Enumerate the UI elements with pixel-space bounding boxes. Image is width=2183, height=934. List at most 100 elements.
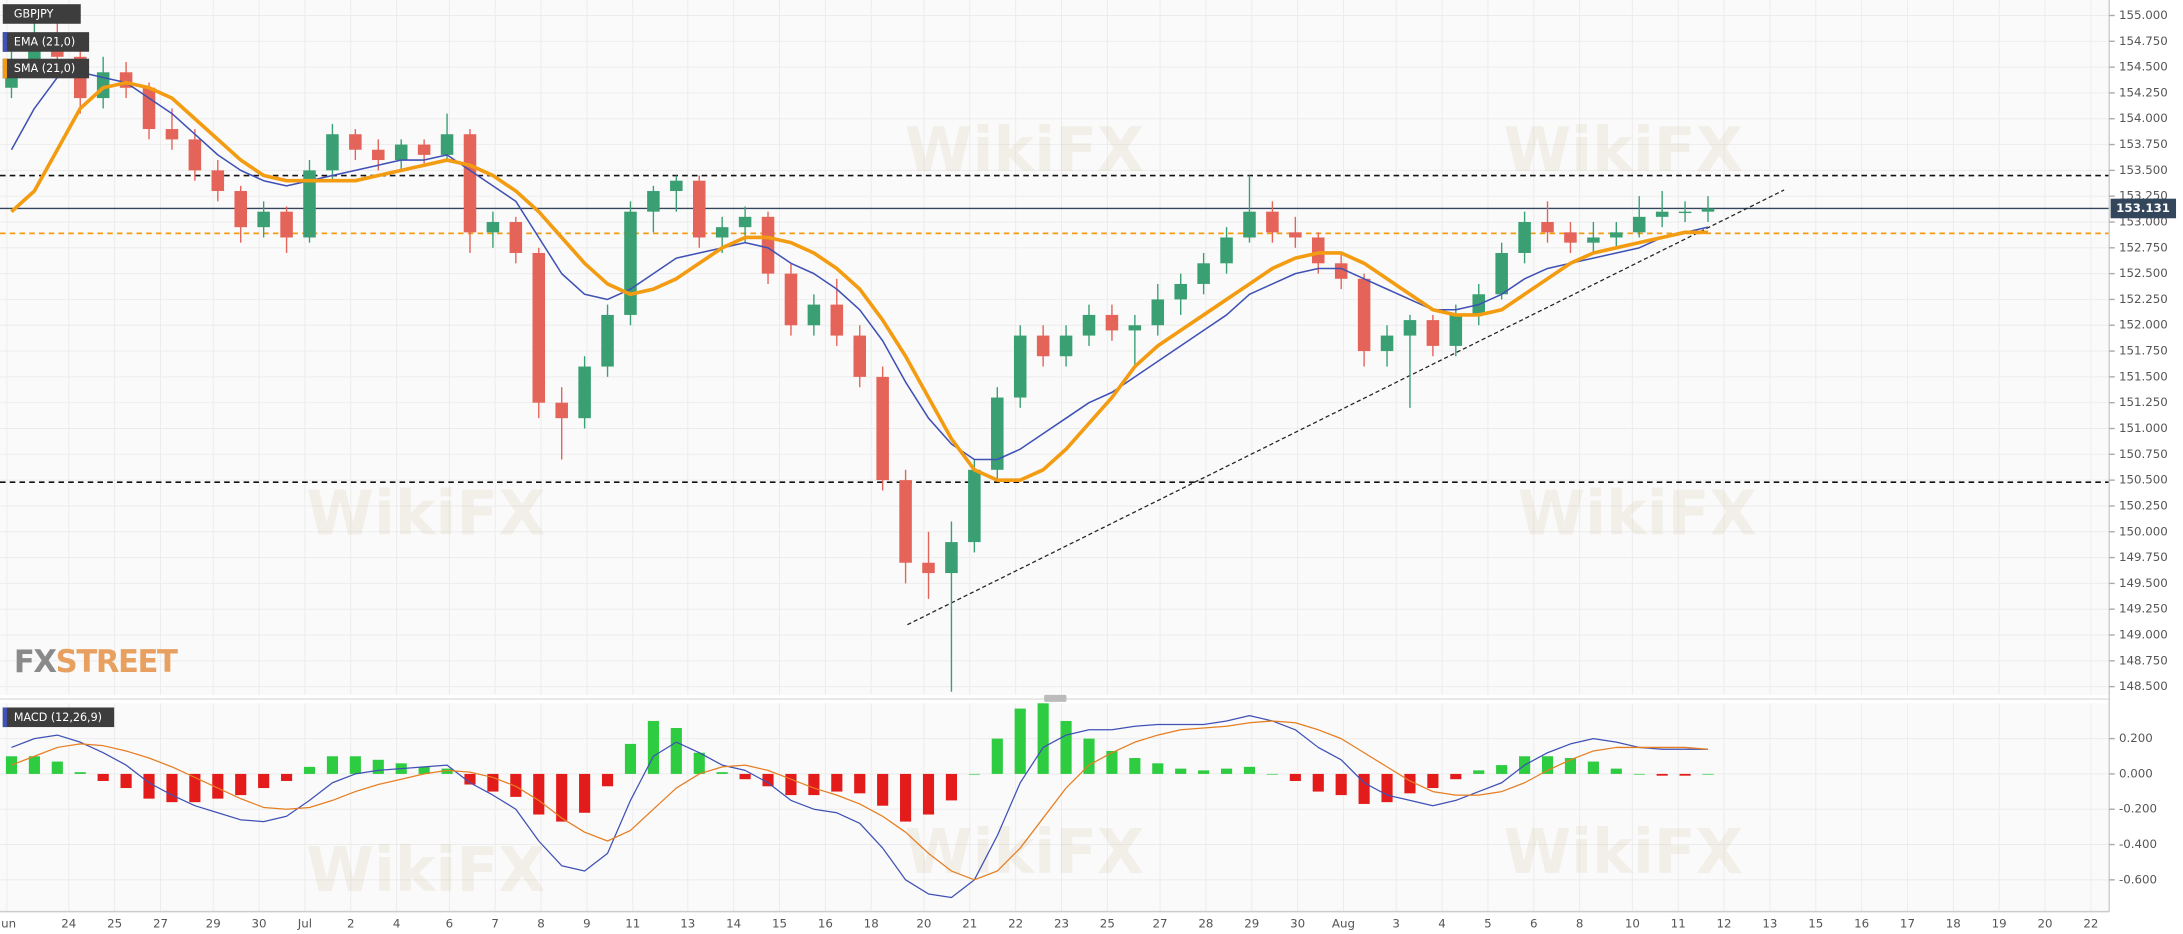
macd-bar: [854, 773, 866, 794]
watermark: WikiFX: [1504, 817, 1743, 888]
x-tick-label: 15: [1808, 917, 1823, 931]
x-tick-label: 22: [2083, 917, 2098, 931]
legend-swatch: [2, 58, 7, 79]
macd-bar: [464, 773, 476, 785]
candle-body: [1678, 211, 1692, 214]
macd-bar: [1358, 773, 1370, 804]
legend-box: [2, 58, 90, 79]
candle-body: [761, 216, 775, 274]
macd-bar: [1014, 708, 1026, 774]
x-tick-label: 29: [206, 917, 221, 931]
macd-bar: [900, 773, 912, 822]
logo-street: STREET: [56, 644, 178, 679]
macd-bar: [1106, 750, 1118, 774]
macd-bar: [670, 728, 682, 774]
candle-body: [784, 273, 798, 326]
candle-body: [853, 335, 866, 377]
plot: [0, 15, 2110, 899]
x-tick-label: 7: [491, 917, 499, 931]
macd-bar: [418, 766, 430, 774]
x-tick-label: 10: [1625, 917, 1640, 931]
macd-bar: [785, 773, 797, 796]
macd-panel: [0, 703, 2110, 912]
x-tick-label: 30: [252, 917, 267, 931]
resize-handle[interactable]: [1044, 694, 1067, 702]
candle-body: [968, 469, 981, 543]
macd-bar: [762, 773, 774, 787]
candle-body: [922, 562, 935, 574]
macd-bar: [716, 772, 728, 774]
macd-bar: [1243, 766, 1256, 774]
candle-body: [1495, 252, 1508, 295]
candle-body: [440, 134, 454, 155]
x-tick-label: 30: [1290, 917, 1305, 931]
macd-bar: [968, 773, 980, 775]
macd-bar: [349, 756, 361, 774]
x-tick-label: 4: [1438, 917, 1446, 931]
macd-bar: [1633, 773, 1645, 775]
macd-bar: [601, 773, 614, 787]
macd-bar: [510, 773, 522, 797]
macd-bar: [693, 752, 705, 774]
symbol: GBPJPY: [14, 8, 54, 21]
candle-body: [1610, 232, 1623, 238]
candle-body: [601, 314, 614, 367]
watermark: WikiFX: [905, 115, 1144, 186]
macd-label: MACD (12,26,9): [14, 711, 102, 724]
candle-body: [1059, 335, 1073, 357]
macd-bar: [1060, 720, 1072, 774]
candle-body: [1564, 232, 1577, 243]
indicator-line: [10, 80, 1709, 482]
candle-body: [1220, 237, 1233, 264]
macd-bar: [1564, 758, 1577, 774]
macd-bar: [1541, 756, 1554, 774]
candle-body: [257, 211, 270, 228]
y-tick-label: 155.000: [2119, 8, 2168, 22]
macd-bar: [1129, 758, 1141, 774]
macd-bar: [1335, 773, 1347, 796]
x-tick-label: 11: [1671, 917, 1686, 931]
trendline: [907, 189, 1785, 626]
macd-bar: [1679, 773, 1691, 776]
x-tick-label: 20: [2037, 917, 2052, 931]
x-tick-label: 3: [1392, 917, 1400, 931]
logo-fx: FX: [14, 644, 57, 679]
macd-bar: [945, 773, 958, 801]
candle-body: [1266, 211, 1279, 233]
macd-bar: [97, 773, 109, 781]
y-tick-label: 0.000: [2119, 766, 2153, 780]
candle-body: [303, 170, 316, 238]
macd-bar: [166, 773, 178, 803]
macd-bar: [1289, 773, 1301, 781]
x-tick-label: Jun: [0, 917, 16, 931]
macd-bar: [1152, 763, 1164, 774]
y-tick-label: 149.250: [2119, 602, 2168, 616]
macd-bar: [441, 768, 453, 774]
y-tick-label: 152.500: [2119, 266, 2168, 280]
candle-body: [555, 402, 568, 419]
y-tick-label: 148.750: [2119, 653, 2168, 667]
candle-body: [1701, 208, 1715, 212]
candle-body: [807, 304, 821, 326]
candle-body: [1426, 320, 1440, 346]
watermark: WikiFX: [1504, 115, 1743, 186]
candle-body: [899, 480, 912, 563]
x-tick-label: 14: [726, 917, 741, 931]
candle-body: [692, 180, 706, 238]
y-tick-label: 149.000: [2119, 628, 2168, 642]
x-tick-label: Jul: [297, 917, 312, 931]
x-tick-label: 21: [962, 917, 977, 931]
macd-bar: [487, 773, 499, 792]
x-tick-label: 27: [1153, 917, 1168, 931]
watermark: WikiFX: [905, 817, 1144, 888]
x-tick-label: 6: [446, 917, 454, 931]
y-tick-label: 154.000: [2119, 111, 2168, 125]
macd-bar: [831, 773, 843, 792]
x-tick-label: 27: [153, 917, 168, 931]
axes: Jun2425272930Jul246789111314151618202122…: [0, 8, 2177, 931]
candle-body: [1036, 335, 1050, 357]
macd-bar: [1175, 768, 1187, 774]
y-tick-label: -0.400: [2119, 837, 2157, 851]
candle-body: [670, 180, 683, 192]
candle-body: [876, 376, 889, 481]
